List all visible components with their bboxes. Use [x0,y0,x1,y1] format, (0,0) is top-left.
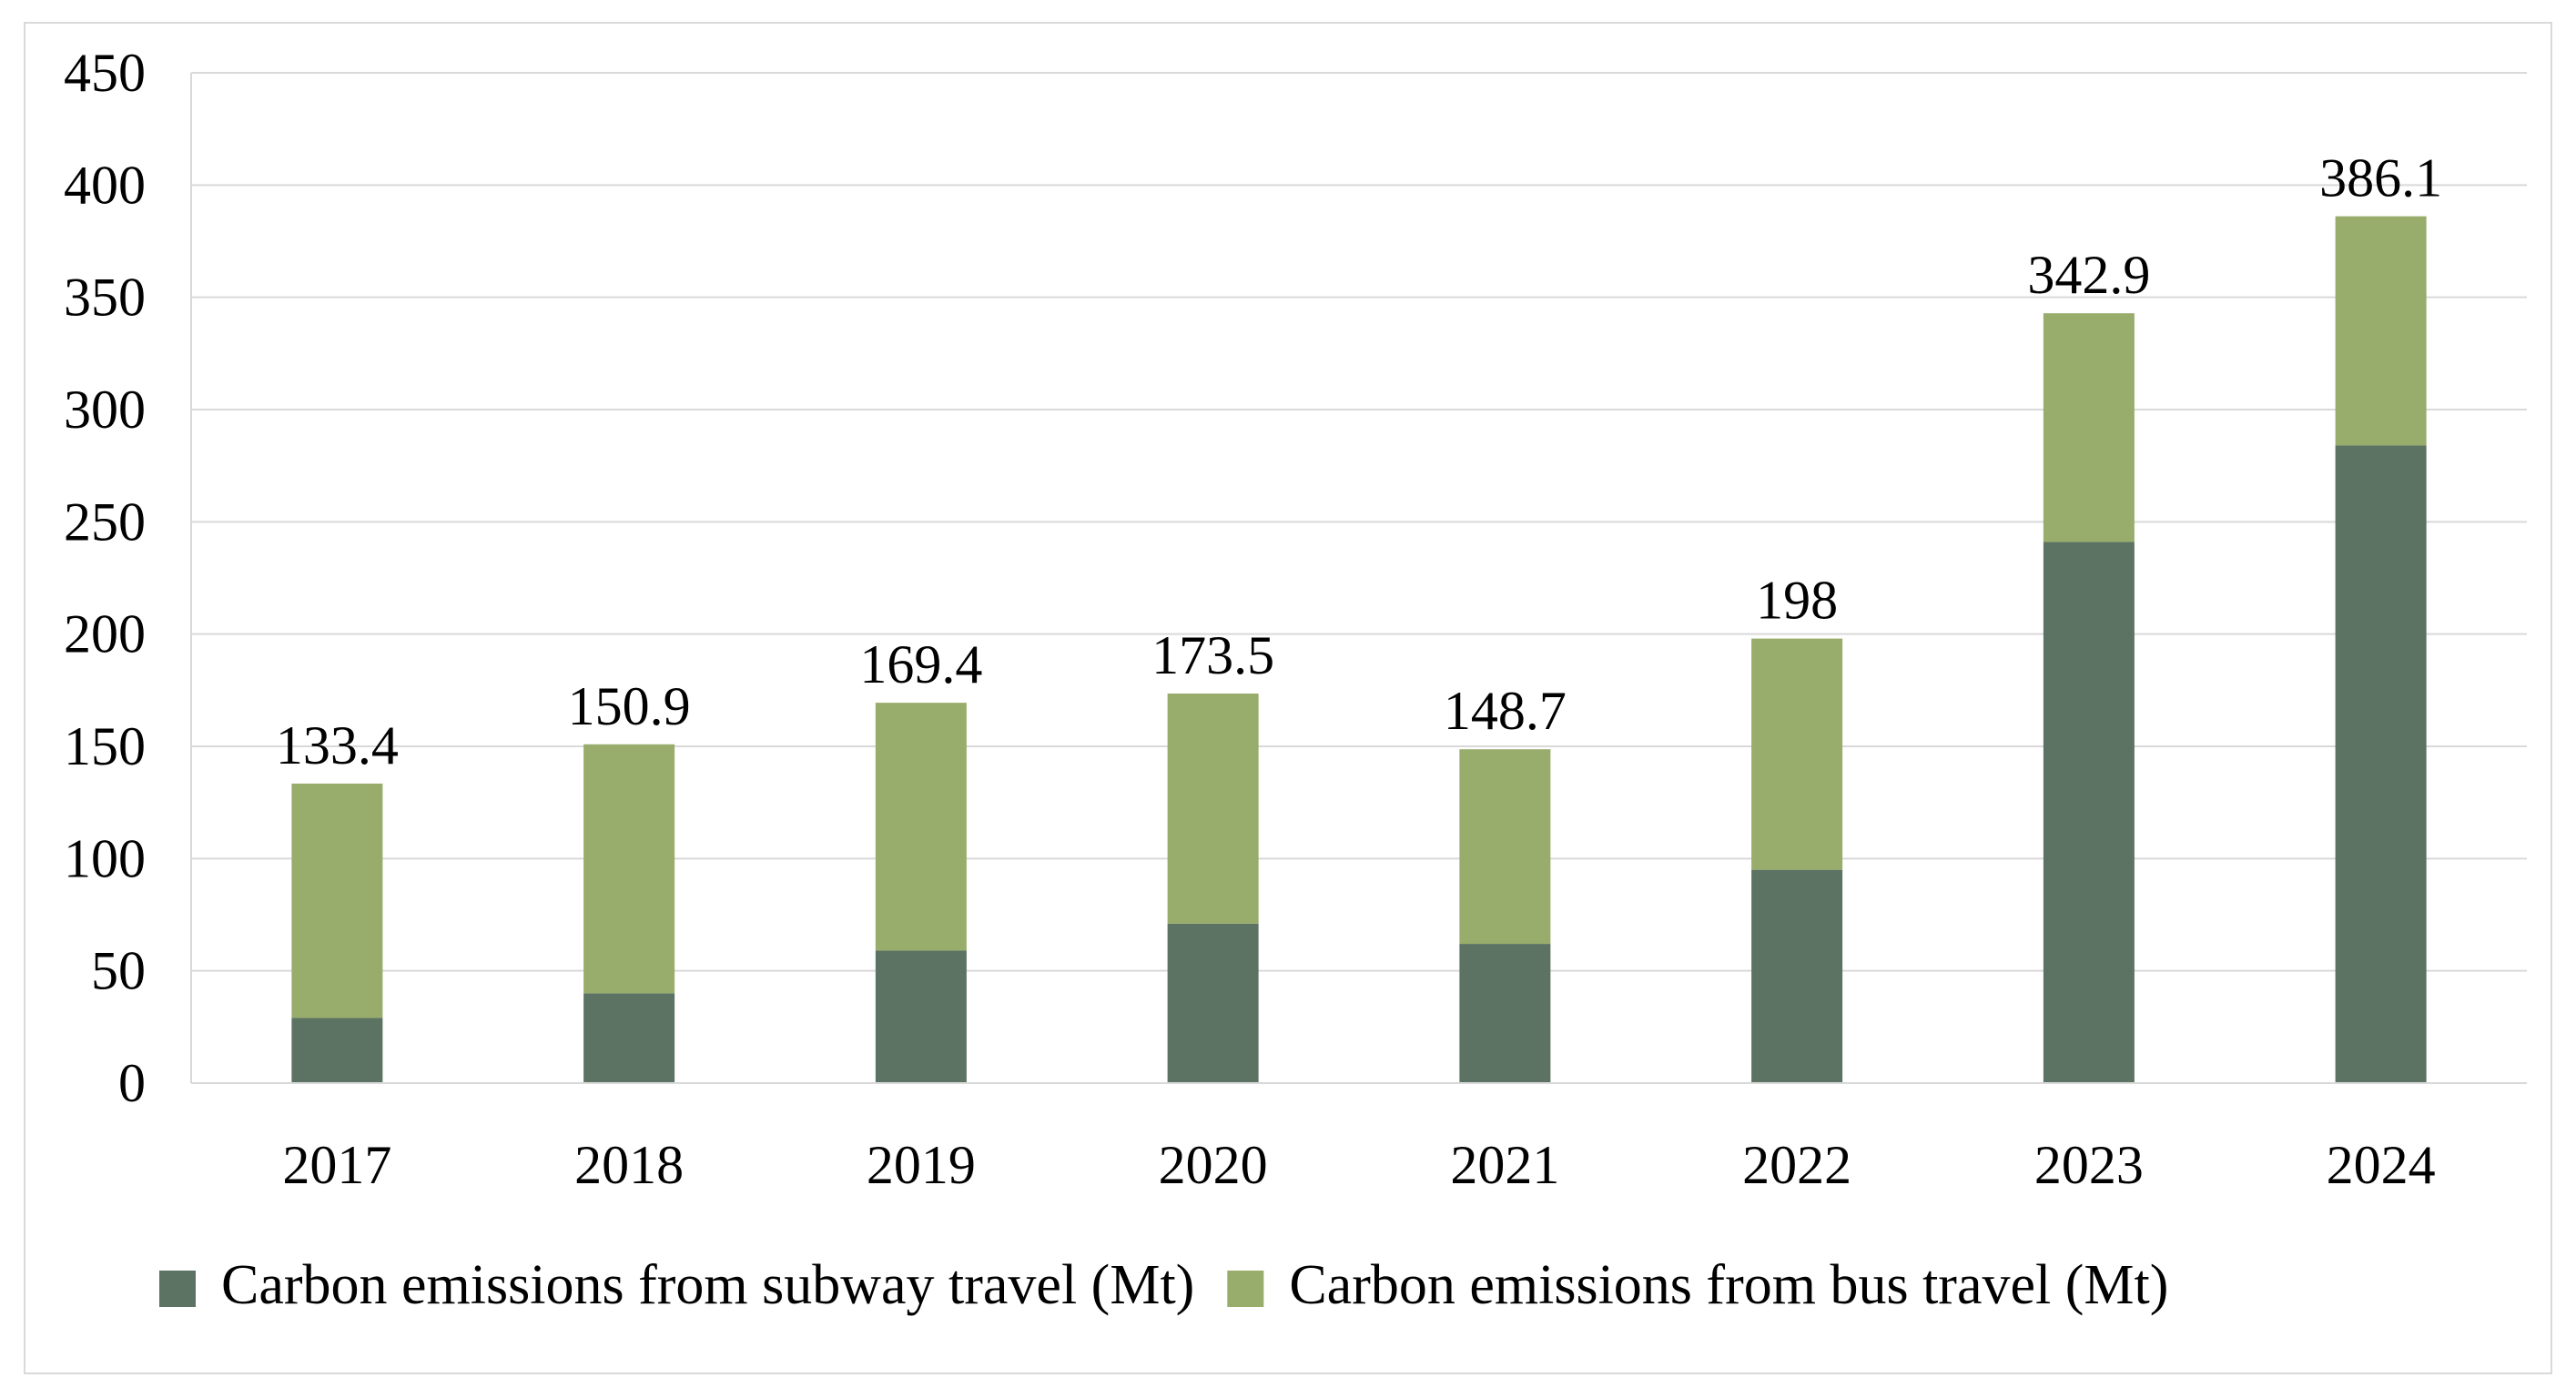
x-tick-label: 2023 [2034,1135,2144,1195]
y-tick-label: 50 [91,941,146,1001]
total-label: 198 [1756,571,1838,631]
bar-bus-2020 [1167,694,1259,924]
legend-swatch-subway [159,1271,196,1307]
bar-subway-2024 [2335,445,2427,1083]
legend: Carbon emissions from subway travel (Mt)… [159,1254,2168,1316]
bar-bus-2023 [2043,313,2135,542]
x-tick-label: 2018 [574,1135,684,1195]
total-label: 342.9 [2027,245,2150,305]
bars [291,216,2427,1083]
total-label: 169.4 [859,634,982,694]
total-label: 173.5 [1151,625,1274,685]
y-tick-label: 0 [118,1053,146,1113]
legend-label-bus: Carbon emissions from bus travel (Mt) [1289,1254,2168,1316]
bar-subway-2017 [291,1018,383,1083]
legend-label-subway: Carbon emissions from subway travel (Mt) [221,1254,1194,1316]
y-tick-label: 350 [64,268,146,328]
x-tick-label: 2017 [282,1135,391,1195]
y-tick-label: 150 [64,716,146,776]
bar-bus-2021 [1459,749,1551,945]
bar-bus-2017 [291,783,383,1018]
y-tick-label: 250 [64,491,146,552]
y-tick-label: 300 [64,380,146,440]
bar-bus-2019 [875,703,967,951]
legend-swatch-bus [1227,1271,1264,1307]
total-label: 386.1 [2319,148,2442,208]
x-tick-label: 2019 [867,1135,976,1195]
bar-subway-2023 [2043,542,2135,1083]
y-tick-label: 200 [64,604,146,664]
gridlines [191,72,2527,972]
y-tick-label: 100 [64,828,146,888]
data-labels: 133.4 150.9 169.4 173.5 148.7 198 342.9 386.1 [276,148,2442,775]
x-tick-label: 2020 [1159,1135,1268,1195]
total-label: 148.7 [1444,681,1567,741]
axes: 0 50 100 150 200 250 300 350 400 450 2017 2018 2019 2… [64,43,2527,1195]
y-tick-label: 450 [64,43,146,103]
y-tick-label: 400 [64,155,146,215]
bar-subway-2021 [1459,944,1551,1083]
bar-subway-2018 [583,993,675,1083]
bar-subway-2019 [875,950,967,1083]
total-label: 133.4 [276,715,399,775]
x-tick-label: 2022 [1742,1135,1851,1195]
x-tick-label: 2024 [2327,1135,2436,1195]
bar-bus-2022 [1751,638,1843,870]
bar-subway-2022 [1751,869,1843,1083]
bar-subway-2020 [1167,923,1259,1083]
total-label: 150.9 [568,676,691,736]
bar-bus-2024 [2335,216,2427,446]
x-tick-label: 2021 [1450,1135,1559,1195]
bar-bus-2018 [583,744,675,994]
